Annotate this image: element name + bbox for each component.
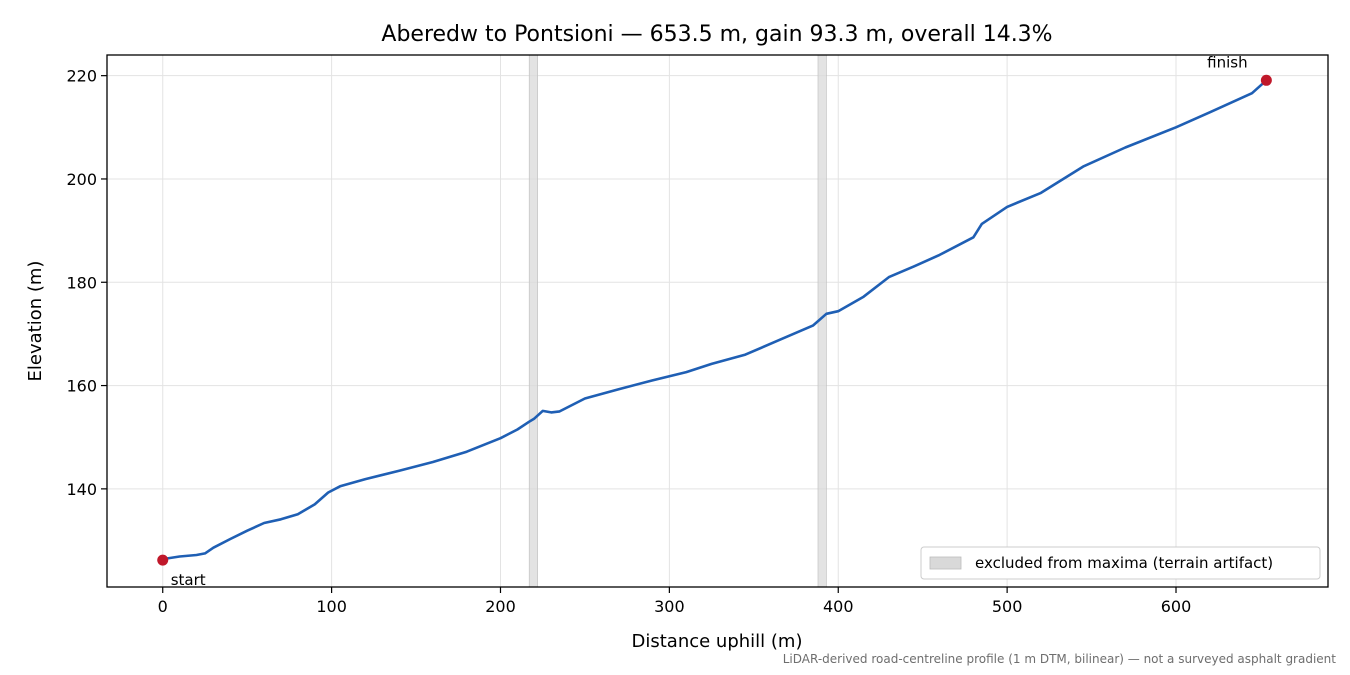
y-tick-label: 180 xyxy=(66,273,97,292)
legend-box xyxy=(920,546,1321,580)
elevation-profile-line xyxy=(161,79,1268,561)
x-tick-label: 300 xyxy=(654,597,685,616)
chart-title: Aberedw to Pontsioni — 653.5 m, gain 93.… xyxy=(381,22,1052,47)
series-lines xyxy=(161,79,1268,561)
finish-marker xyxy=(1260,74,1272,86)
x-tick-label: 500 xyxy=(992,597,1023,616)
x-tick-label: 200 xyxy=(485,597,516,616)
legend-swatch xyxy=(929,556,962,570)
endpoint-markers: start finish xyxy=(157,53,1272,589)
x-axis-label: Distance uphill (m) xyxy=(632,631,803,652)
footnote: LiDAR-derived road-centreline profile (1… xyxy=(782,652,1336,666)
y-tick-label: 160 xyxy=(66,377,97,396)
grid-lines xyxy=(107,55,1328,587)
x-tick-label: 400 xyxy=(823,597,854,616)
legend-label: excluded from maxima (terrain artifact) xyxy=(975,554,1273,572)
x-tick-label: 600 xyxy=(1161,597,1192,616)
start-marker xyxy=(157,554,169,566)
axis-ticks: 0 100 200 300 400 500 600 140 160 180 200 220 xyxy=(66,67,1191,616)
legend: excluded from maxima (terrain artifact) xyxy=(920,546,1321,580)
y-tick-label: 200 xyxy=(66,170,97,189)
x-tick-label: 0 xyxy=(158,597,168,616)
excluded-band xyxy=(528,54,538,588)
excluded-bands xyxy=(528,54,827,588)
y-tick-label: 140 xyxy=(66,480,97,499)
finish-label: finish xyxy=(1207,53,1247,71)
start-label: start xyxy=(171,571,206,589)
plot-frame xyxy=(106,54,1329,588)
x-tick-label: 100 xyxy=(316,597,347,616)
y-tick-label: 220 xyxy=(66,67,97,86)
y-axis-label: Elevation (m) xyxy=(25,261,46,382)
